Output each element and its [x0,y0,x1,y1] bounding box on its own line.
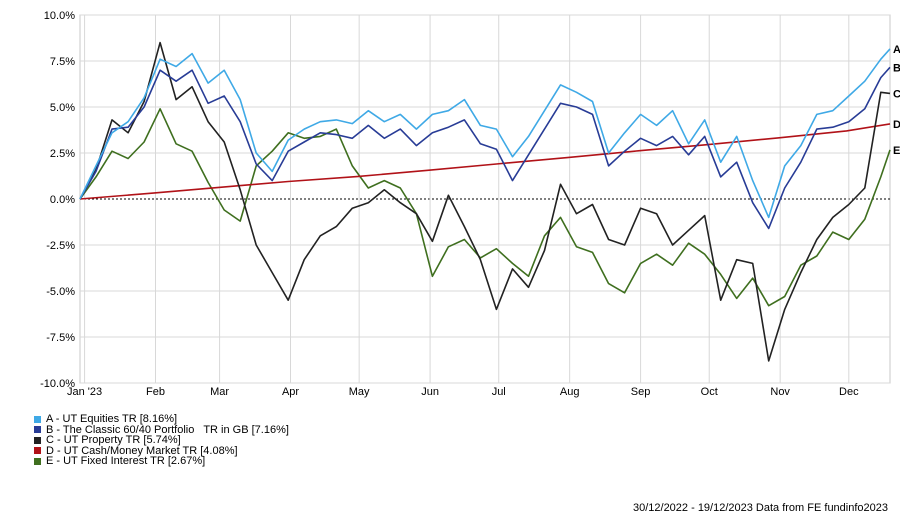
legend-item-a: A - UT Equities TR [8.16%] [34,414,289,425]
legend-swatch [34,426,41,434]
y-tick-label: -10.0% [40,378,75,390]
series-lines [79,41,891,362]
series-end-label-e: E [893,145,900,157]
x-tick-label: May [349,386,370,398]
legend-label: D - UT Cash/Money Market TR [4.08%] [46,444,238,457]
line-chart: 10.0% 7.5% 5.0% 2.5% 0.0% -2.5% -5.0% -7.5% -10.… [40,10,900,398]
x-tick-label: Oct [701,386,718,398]
legend-swatch [34,436,41,444]
x-axis: Jan '23 Feb Mar Apr May Jun Jul Aug Sep Oct Nov Dec [67,386,859,398]
y-tick-label: 0.0% [50,194,75,206]
x-tick-label: Nov [770,386,790,398]
legend-item-e: E - UT Fixed Interest TR [2.67%] [34,456,289,467]
x-tick-label: Feb [146,386,165,398]
x-tick-label: Jan '23 [67,386,102,398]
legend-item-c: C - UT Property TR [5.74%] [34,435,289,446]
y-tick-label: -2.5% [46,240,75,252]
y-tick-label: 10.0% [44,10,75,22]
legend-label: C - UT Property TR [5.74%] [46,434,181,446]
x-tick-label: Apr [282,386,299,398]
x-tick-label: Aug [560,386,580,398]
legend-item-b: B - The Classic 60/40 Portfolio TR in GB… [34,423,289,436]
x-tick-label: Mar [210,386,229,398]
x-tick-label: Dec [839,386,859,398]
legend-item-d: D - UT Cash/Money Market TR [4.08%] [34,444,289,457]
x-tick-label: Jun [421,386,439,398]
x-tick-label: Jul [492,386,506,398]
series-end-label-b: B [893,62,900,74]
y-tick-label: -5.0% [46,286,75,298]
y-axis: 10.0% 7.5% 5.0% 2.5% 0.0% -2.5% -5.0% -7.5% -10.… [40,10,75,390]
x-tick-label: Sep [631,386,651,398]
legend-swatch [34,447,41,455]
series-line-b [79,66,891,230]
series-end-label-c: C [893,88,900,100]
series-line-d [79,123,891,200]
series-line-e [79,108,891,307]
legend: A - UT Equities TR [8.16%] B - The Classi… [34,414,289,467]
y-tick-label: -7.5% [46,332,75,344]
date-range-footer: 30/12/2022 - 19/12/2023 Data from FE fun… [632,502,888,514]
legend-swatch [34,457,41,465]
legend-label: E - UT Fixed Interest TR [2.67%] [46,455,206,467]
y-tick-label: 2.5% [50,148,75,160]
series-end-label-a: A [893,44,900,56]
legend-label: B - The Classic 60/40 Portfolio TR in GB… [46,423,289,436]
series-end-label-d: D [893,119,900,131]
legend-swatch [34,415,41,423]
legend-label: A - UT Equities TR [8.16%] [46,413,178,425]
series-end-labels: AB C D E [893,44,900,157]
y-tick-label: 7.5% [50,56,75,68]
series-line-a [79,48,891,219]
y-tick-label: 5.0% [50,102,75,114]
series-line-c [79,41,891,362]
